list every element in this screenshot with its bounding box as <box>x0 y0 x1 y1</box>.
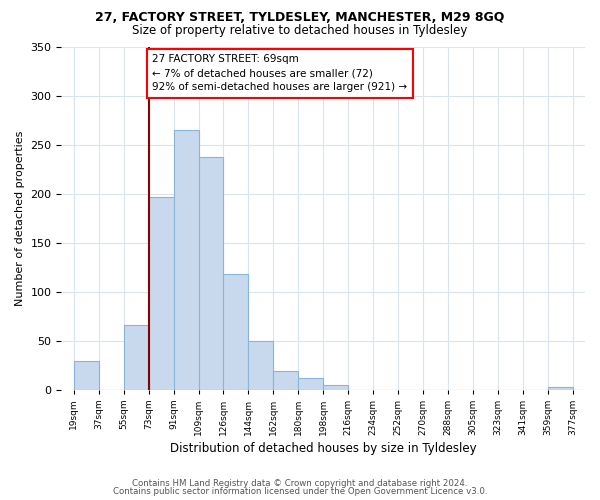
Bar <box>274 371 298 390</box>
Bar <box>548 386 572 390</box>
Bar <box>248 340 274 390</box>
Bar <box>124 325 149 390</box>
Y-axis label: Number of detached properties: Number of detached properties <box>15 130 25 306</box>
Bar <box>173 130 199 390</box>
Bar <box>323 385 348 390</box>
Bar <box>149 196 173 390</box>
Bar <box>74 361 99 390</box>
X-axis label: Distribution of detached houses by size in Tyldesley: Distribution of detached houses by size … <box>170 442 476 455</box>
Text: 27, FACTORY STREET, TYLDESLEY, MANCHESTER, M29 8GQ: 27, FACTORY STREET, TYLDESLEY, MANCHESTE… <box>95 11 505 24</box>
Bar <box>298 378 323 390</box>
Text: Size of property relative to detached houses in Tyldesley: Size of property relative to detached ho… <box>133 24 467 37</box>
Text: 27 FACTORY STREET: 69sqm
← 7% of detached houses are smaller (72)
92% of semi-de: 27 FACTORY STREET: 69sqm ← 7% of detache… <box>152 54 407 92</box>
Text: Contains HM Land Registry data © Crown copyright and database right 2024.: Contains HM Land Registry data © Crown c… <box>132 478 468 488</box>
Text: Contains public sector information licensed under the Open Government Licence v3: Contains public sector information licen… <box>113 487 487 496</box>
Bar <box>199 158 223 390</box>
Bar <box>223 274 248 390</box>
